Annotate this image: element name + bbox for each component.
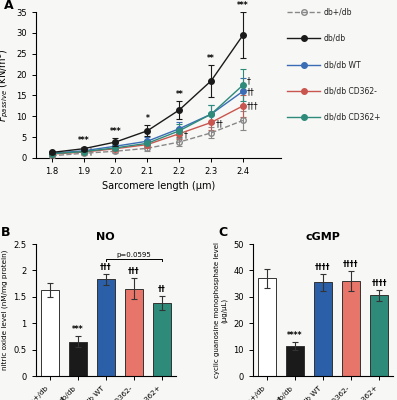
Text: ††: †† bbox=[158, 285, 166, 294]
Text: ††††: †††† bbox=[315, 263, 331, 272]
Text: †: † bbox=[89, 147, 92, 156]
Text: †††: ††† bbox=[100, 263, 112, 272]
Text: db/db WT: db/db WT bbox=[324, 60, 360, 69]
Text: ††††: †††† bbox=[343, 260, 359, 269]
Text: †††: ††† bbox=[246, 101, 258, 110]
Text: ***: *** bbox=[78, 136, 89, 144]
Y-axis label: $F_{passive}$ (kN/m²): $F_{passive}$ (kN/m²) bbox=[0, 48, 11, 122]
Text: ††: †† bbox=[246, 88, 254, 96]
Bar bbox=[258, 278, 276, 376]
Text: **: ** bbox=[207, 54, 215, 63]
Bar bbox=[97, 279, 115, 376]
Text: ****: **** bbox=[287, 331, 303, 340]
Text: ***: *** bbox=[72, 325, 84, 334]
Title: cGMP: cGMP bbox=[306, 232, 340, 242]
Bar bbox=[153, 303, 171, 376]
Title: NO: NO bbox=[96, 232, 115, 242]
Text: **: ** bbox=[175, 90, 183, 99]
Text: ***: *** bbox=[110, 127, 121, 136]
Text: ††: †† bbox=[216, 119, 224, 128]
Text: p=0.0595: p=0.0595 bbox=[116, 252, 151, 258]
Text: C: C bbox=[218, 226, 227, 239]
Text: †††: ††† bbox=[128, 267, 140, 276]
Text: *: * bbox=[145, 114, 149, 123]
Text: db+/db: db+/db bbox=[324, 8, 352, 16]
Y-axis label: cyclic guanosine monophosphate level
(µg/µL): cyclic guanosine monophosphate level (µg… bbox=[214, 242, 228, 378]
Text: B: B bbox=[1, 226, 10, 239]
Text: ††††: †††† bbox=[371, 279, 387, 288]
Text: †: † bbox=[184, 130, 188, 139]
Text: db/db CD362-: db/db CD362- bbox=[324, 86, 377, 95]
X-axis label: Sarcomere length (µm): Sarcomere length (µm) bbox=[102, 182, 215, 192]
Bar bbox=[342, 281, 360, 376]
Bar bbox=[40, 290, 59, 376]
Bar bbox=[370, 296, 388, 376]
Text: db/db CD362+: db/db CD362+ bbox=[324, 112, 380, 122]
Bar bbox=[69, 342, 87, 376]
Bar bbox=[314, 282, 332, 376]
Y-axis label: nitric oxide level (nM/mg protein): nitric oxide level (nM/mg protein) bbox=[2, 250, 8, 370]
Bar bbox=[125, 289, 143, 376]
Text: A: A bbox=[4, 0, 13, 12]
Bar bbox=[286, 346, 304, 376]
Text: †: † bbox=[246, 76, 250, 85]
Text: ***: *** bbox=[237, 1, 249, 10]
Text: db/db: db/db bbox=[324, 34, 346, 43]
